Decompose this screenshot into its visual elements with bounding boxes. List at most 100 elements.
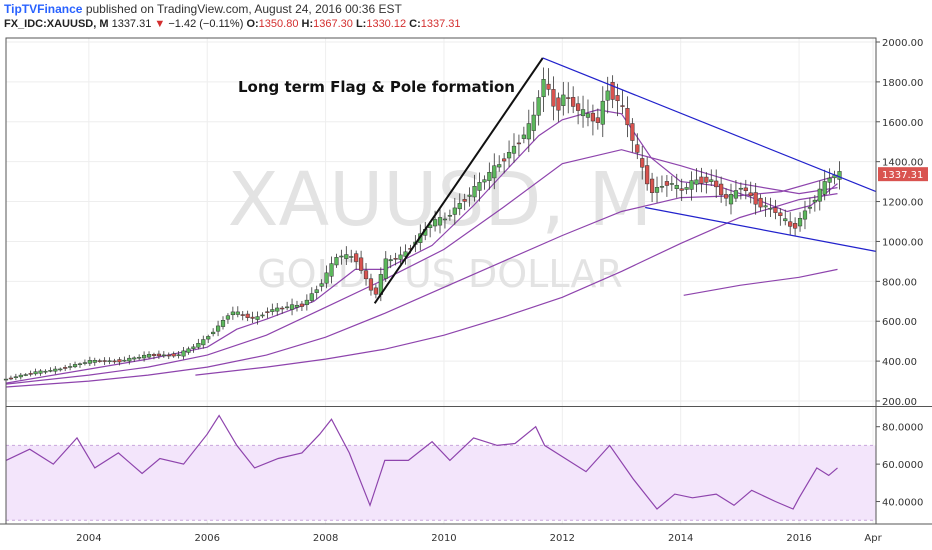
candle-up [733,190,739,199]
candle-down [625,108,630,126]
last-price-label: 1337.31 [882,170,923,181]
candle-down [615,95,620,102]
candle-up [127,357,132,362]
candle-up [304,299,309,305]
candle-up [215,325,221,332]
candle-down [630,123,635,141]
price-tick-label: 1400.00 [882,158,923,169]
candles[interactable] [3,67,842,383]
candle-down [393,258,398,260]
change-value: −1.42 (−0.11%) [168,18,244,30]
candle-down [793,223,798,229]
candle-down [645,165,650,185]
candle-down [788,221,793,227]
candle-down [102,360,107,362]
candle-up [13,376,18,378]
candle-down [8,377,14,380]
candle-up [487,172,492,181]
candle-up [294,304,300,308]
candle-down [462,199,467,202]
time-axis[interactable]: 2004 2006 2008 2010 2012 2014 2016 Apr [76,533,882,544]
candle-up [146,354,152,358]
candle-down [758,197,763,208]
candle-up [255,316,260,320]
candle-up [275,307,280,312]
candle-down [635,144,640,153]
candle-up [235,311,240,315]
candle-up [334,257,339,266]
candle-up [482,179,487,183]
candle-down [571,97,576,107]
candle-down [363,270,369,280]
chart-annotation[interactable]: Long term Flag & Pole formation [238,78,515,96]
candle-up [763,205,768,208]
candle-up [506,152,512,159]
flag-lower-trendline [645,206,877,252]
candle-up [659,186,665,188]
candle-down [664,181,669,186]
candle-up [285,306,290,309]
candle-down [359,257,364,271]
candle-up [541,79,546,98]
candle-up [536,97,541,116]
candle-up [802,210,808,220]
candle-up [122,359,127,362]
candle-up [107,360,112,362]
candle-up [600,100,605,125]
candle-up [23,374,28,376]
candle-up [684,187,689,190]
candle-up [141,354,147,359]
price-tick-label: 600.00 [882,317,917,328]
trendlines[interactable] [373,57,877,304]
candle-up [398,254,403,260]
candle-up [783,218,788,222]
published-text: published on TradingView.com, August 24,… [85,2,402,16]
candle-down [63,367,68,369]
candle-up [211,331,216,335]
time-tick-label: 2004 [76,533,101,544]
candle-down [566,97,571,99]
publish-info: TipTVFinance published on TradingView.co… [4,2,402,16]
candle-up [48,370,53,372]
candle-up [260,314,265,317]
price-tick-label: 400.00 [882,357,917,368]
candle-up [186,348,191,353]
candle-down [551,89,556,107]
candle-down [373,287,378,295]
rsi-band [6,444,876,521]
candle-up [654,187,660,193]
candle-down [773,207,778,213]
candle-up [339,255,344,258]
candle-down [368,278,374,291]
candle-up [181,350,186,357]
candle-down [620,105,625,107]
candle-up [329,263,334,277]
candle-up [768,207,773,210]
ma-slow-line [195,193,838,376]
candle-up [58,368,63,371]
flag-upper-trendline [542,57,877,193]
candle-down [576,103,581,111]
candle-down [699,176,704,184]
price-axis[interactable]: 2000.00 1800.00 1600.00 1400.00 1200.00 1000.… [876,38,923,408]
rsi-tick-label: 60.0000 [882,460,923,471]
candle-up [230,311,235,316]
last-price: 1337.31 [111,18,152,30]
candle-up [674,184,679,189]
candle-up [72,364,78,368]
candle-down [610,82,615,100]
candle-down [265,311,270,313]
candle-up [206,336,211,340]
candle-down [723,194,729,199]
candle-up [561,94,566,106]
candle-up [82,362,88,364]
candle-up [526,123,531,140]
rsi-axis[interactable]: 80.0000 60.0000 40.0000 [876,423,923,509]
candle-up [728,194,734,205]
publisher-link[interactable]: TipTVFinance [4,2,83,16]
candle-up [585,113,591,118]
open-value: 1350.80 [258,18,299,30]
candle-up [457,203,462,210]
candle-up [669,183,674,185]
